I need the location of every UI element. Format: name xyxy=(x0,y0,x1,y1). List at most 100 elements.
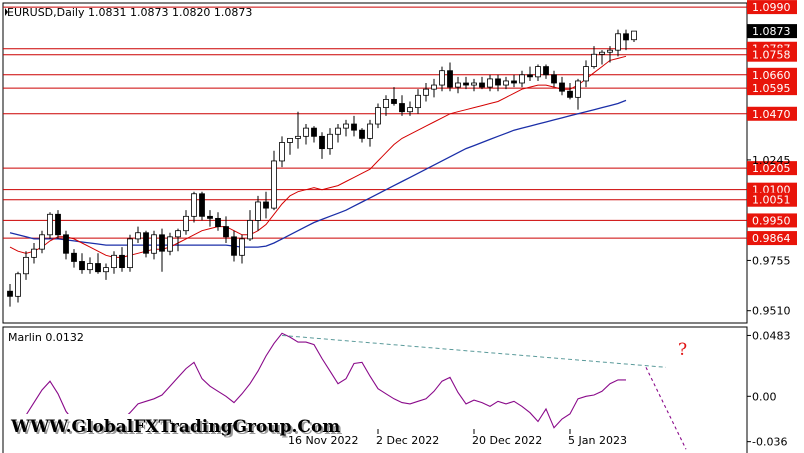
level-price-tag xyxy=(747,0,797,15)
candle-body xyxy=(335,127,341,135)
header-marker-icon xyxy=(5,8,8,16)
candle-body xyxy=(231,236,237,256)
candle-body xyxy=(87,263,93,271)
level-price-label: 1.0758 xyxy=(752,49,791,62)
candle xyxy=(247,210,253,241)
level-price-label: 1.0660 xyxy=(752,69,791,82)
candle xyxy=(447,62,453,92)
candle xyxy=(223,216,229,243)
candle-body xyxy=(311,127,317,137)
candle-body xyxy=(439,70,445,86)
price-tick-label: 0.9755 xyxy=(752,254,791,267)
candle xyxy=(127,234,133,272)
candle xyxy=(239,234,245,264)
watermark: WWW.GlobalFXTradingGroup.Com xyxy=(10,417,340,437)
candle-body xyxy=(423,88,429,96)
candle xyxy=(439,66,445,92)
level-price-label: 1.0205 xyxy=(752,162,791,175)
level-price-label: 1.0990 xyxy=(752,1,791,14)
candle xyxy=(71,249,77,268)
candle-body xyxy=(527,74,533,78)
candle xyxy=(111,251,117,274)
candle xyxy=(143,230,149,258)
candle xyxy=(319,132,325,159)
candle xyxy=(487,74,493,92)
level-price-label: 1.0470 xyxy=(752,108,791,121)
candle xyxy=(231,230,237,262)
price-tick-label: 0.9510 xyxy=(752,305,791,318)
candle-body xyxy=(607,49,613,53)
candle xyxy=(551,70,557,88)
candle xyxy=(503,76,509,90)
ma-slow-line xyxy=(9,99,627,248)
candle xyxy=(407,101,413,116)
candle xyxy=(519,70,525,88)
candle-body xyxy=(319,135,325,150)
price-axis: 1.09901.07871.07581.06601.05951.04701.02… xyxy=(747,0,797,449)
candle-body xyxy=(175,230,181,238)
candle xyxy=(335,124,341,143)
level-price-label: 0.9864 xyxy=(752,232,791,245)
candle xyxy=(79,253,85,274)
candle xyxy=(607,46,613,63)
candle-body xyxy=(199,193,205,217)
level-price-tag xyxy=(747,81,797,96)
candle xyxy=(295,111,301,149)
candle-body xyxy=(55,213,61,236)
candle-body xyxy=(631,30,637,41)
candle-body xyxy=(63,234,69,254)
candle-body xyxy=(95,263,101,273)
candle xyxy=(183,210,189,235)
marlin-tick-label: 0.0483 xyxy=(752,329,791,342)
candle-body xyxy=(239,238,245,256)
level-price-label: 1.0051 xyxy=(752,194,791,207)
candle-body xyxy=(247,220,253,240)
candle-body xyxy=(455,82,461,88)
candle xyxy=(31,243,37,264)
candle-body xyxy=(47,213,53,236)
candle-body xyxy=(431,84,437,90)
candle xyxy=(103,263,109,280)
level-price-tag xyxy=(747,67,797,82)
candle-body xyxy=(535,66,541,78)
candle xyxy=(39,230,45,254)
support-resistance-levels xyxy=(3,6,747,239)
candlesticks xyxy=(7,29,637,307)
candle-body xyxy=(143,232,149,254)
candle xyxy=(15,271,21,303)
candle xyxy=(95,253,101,274)
candle-body xyxy=(207,215,213,219)
level-price-tag xyxy=(747,47,797,62)
candle xyxy=(583,60,589,88)
candle-body xyxy=(599,51,605,55)
time-tick-label: 20 Dec 2022 xyxy=(472,434,542,447)
candle xyxy=(511,74,517,88)
forecast-question-mark: ? xyxy=(678,340,687,360)
candle-body xyxy=(159,234,165,252)
candle-body xyxy=(287,137,293,143)
main-panel-frame xyxy=(2,2,748,324)
candle-body xyxy=(31,248,37,258)
candle-body xyxy=(255,201,261,221)
candle xyxy=(191,191,197,223)
candle-body xyxy=(103,267,109,273)
candle-body xyxy=(399,103,405,113)
candle-body xyxy=(79,261,85,271)
candle xyxy=(495,74,501,92)
candle-body xyxy=(551,74,557,84)
candle-body xyxy=(359,129,365,139)
candle-body xyxy=(303,127,309,137)
candle-body xyxy=(263,201,269,209)
candle xyxy=(263,191,269,219)
candle xyxy=(343,119,349,137)
candle xyxy=(199,191,205,221)
time-tick-label: 5 Jan 2023 xyxy=(568,434,627,447)
candle-body xyxy=(575,80,581,98)
candle xyxy=(159,228,165,272)
candle xyxy=(567,83,573,100)
candle xyxy=(63,230,69,260)
candle xyxy=(87,257,93,274)
candle-body xyxy=(327,133,333,150)
